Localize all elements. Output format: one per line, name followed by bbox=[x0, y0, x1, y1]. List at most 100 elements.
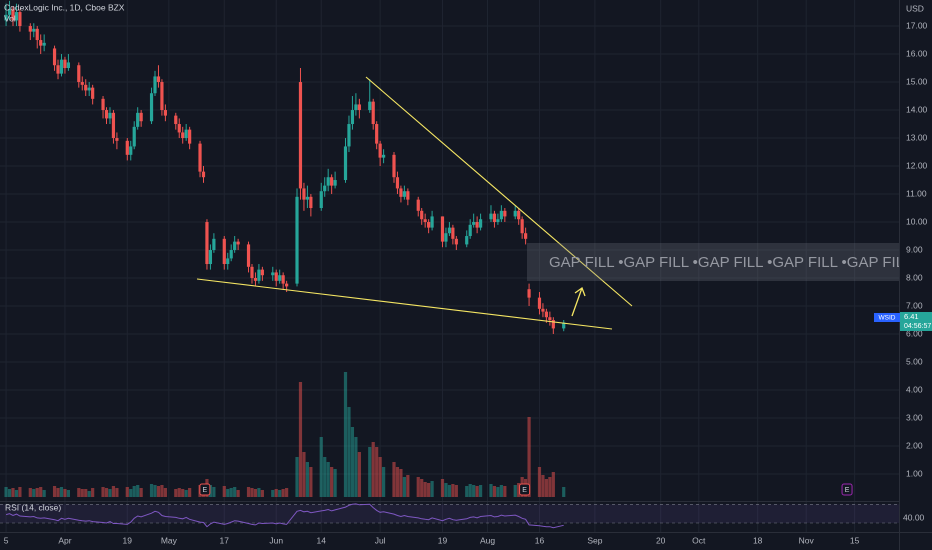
volume-bar bbox=[562, 487, 566, 497]
y-tick-label: 17.00 bbox=[906, 20, 928, 30]
volume-bar bbox=[80, 489, 84, 497]
candle-body bbox=[472, 222, 476, 225]
x-tick-label: Jul bbox=[375, 535, 386, 545]
candle-body bbox=[371, 101, 375, 125]
volume-bar bbox=[257, 488, 261, 497]
volume-bar bbox=[260, 490, 264, 497]
volume-bar bbox=[59, 487, 64, 497]
candle-body bbox=[136, 112, 140, 127]
volume-bar bbox=[39, 487, 43, 497]
volume-bar bbox=[537, 467, 542, 497]
volume-bar bbox=[125, 487, 129, 497]
candle-body bbox=[125, 140, 129, 155]
candle-body bbox=[347, 124, 351, 147]
volume-bar bbox=[423, 482, 427, 497]
x-tick-label: Oct bbox=[692, 535, 706, 545]
volume-bar bbox=[253, 489, 258, 497]
volume-bar bbox=[236, 490, 240, 497]
x-tick-label: Apr bbox=[58, 535, 71, 545]
volume-label: Vol bbox=[4, 13, 16, 23]
annotation-box bbox=[527, 243, 899, 281]
volume-bar bbox=[444, 483, 448, 497]
volume-bar bbox=[475, 486, 479, 497]
volume-bar bbox=[177, 488, 181, 497]
candle-body bbox=[163, 110, 167, 116]
volume-bar bbox=[375, 447, 379, 497]
volume-bar bbox=[451, 484, 455, 497]
candle-body bbox=[208, 250, 213, 265]
volume-bar bbox=[517, 483, 521, 497]
candle-body bbox=[302, 188, 306, 200]
candle-body bbox=[226, 258, 230, 265]
volume-bar bbox=[91, 488, 95, 497]
volume-bar bbox=[541, 475, 545, 497]
volume-bar bbox=[503, 486, 507, 497]
rsi-label: RSI (14, close) bbox=[5, 502, 61, 512]
candle-body bbox=[32, 28, 36, 32]
arrow bbox=[571, 286, 586, 317]
volume-bar bbox=[440, 479, 445, 497]
volume-bar bbox=[513, 485, 517, 497]
price-tag-price: 6.41 bbox=[904, 312, 919, 321]
candle-body bbox=[489, 213, 493, 220]
volume-bar bbox=[139, 488, 143, 497]
x-tick-label: Sep bbox=[587, 535, 602, 545]
volume-bar bbox=[87, 491, 91, 497]
candle-body bbox=[111, 112, 116, 139]
volume-bar bbox=[427, 483, 431, 497]
candle-body bbox=[84, 84, 88, 91]
candle-body bbox=[14, 12, 19, 21]
candle-body bbox=[309, 196, 313, 209]
candle-body bbox=[544, 311, 548, 318]
volume-bar bbox=[395, 467, 400, 497]
volume-bar bbox=[153, 485, 157, 497]
volume-bar bbox=[298, 382, 303, 497]
candle-body bbox=[517, 210, 521, 220]
candle-body bbox=[285, 283, 289, 287]
volume-bar bbox=[378, 457, 382, 497]
candle-body bbox=[149, 93, 154, 122]
axes: 1.00 2.00 3.00 4.00 5.00 6.00 7.00 8.00 9.00 10.0… bbox=[4, 20, 932, 545]
volume-bar bbox=[14, 490, 19, 497]
volume-bar bbox=[63, 489, 67, 497]
volume-bar bbox=[271, 490, 275, 497]
candle-body bbox=[184, 129, 188, 139]
event-label: E bbox=[522, 487, 527, 494]
volume-bar bbox=[56, 488, 60, 497]
candle-body bbox=[42, 42, 46, 46]
volume-bar bbox=[163, 488, 167, 497]
candle-body bbox=[323, 185, 327, 192]
candle-body bbox=[233, 241, 237, 251]
event-label: E bbox=[203, 487, 208, 494]
volume-bar bbox=[489, 484, 493, 497]
candle-body bbox=[212, 238, 216, 251]
candle-body bbox=[160, 82, 164, 111]
candle-body bbox=[430, 216, 434, 228]
candle-body bbox=[406, 191, 410, 200]
volume-bar bbox=[115, 488, 119, 497]
candle-body bbox=[447, 227, 452, 234]
volume-bar bbox=[302, 452, 306, 497]
candle-body bbox=[56, 65, 60, 74]
candle-body bbox=[156, 76, 161, 83]
volume-bar bbox=[52, 486, 57, 497]
rsi-band bbox=[0, 504, 899, 523]
volume-bar bbox=[527, 417, 531, 497]
candle-body bbox=[129, 146, 133, 155]
volume-bar bbox=[544, 479, 548, 497]
volume-bar bbox=[347, 407, 351, 497]
volume-bar bbox=[285, 488, 289, 497]
volume-bar bbox=[222, 486, 226, 497]
y-tick-label: 11.00 bbox=[906, 188, 927, 198]
x-tick-label: 15 bbox=[850, 535, 860, 545]
candle-body bbox=[278, 275, 282, 281]
volume-bar bbox=[4, 487, 8, 497]
y-tick-label: 9.00 bbox=[906, 244, 923, 254]
candle-body bbox=[427, 222, 431, 228]
x-tick-label: 14 bbox=[317, 535, 327, 545]
volume-bar bbox=[281, 489, 285, 497]
volume-bar bbox=[181, 489, 185, 497]
candle-body bbox=[201, 171, 206, 178]
candle-body bbox=[139, 112, 143, 122]
candle-body bbox=[7, 9, 12, 15]
